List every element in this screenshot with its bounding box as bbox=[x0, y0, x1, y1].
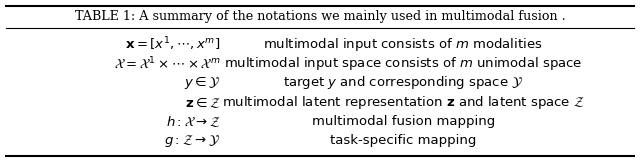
Text: $h : \mathcal{X} \rightarrow \mathcal{Z}$: $h : \mathcal{X} \rightarrow \mathcal{Z}… bbox=[166, 114, 221, 129]
Text: task-specific mapping: task-specific mapping bbox=[330, 134, 476, 147]
Text: multimodal fusion mapping: multimodal fusion mapping bbox=[312, 115, 495, 128]
Text: multimodal input space consists of $m$ unimodal space: multimodal input space consists of $m$ u… bbox=[224, 55, 582, 72]
Text: $g : \mathcal{Z} \rightarrow \mathcal{Y}$: $g : \mathcal{Z} \rightarrow \mathcal{Y}… bbox=[164, 133, 221, 149]
Text: multimodal input consists of $m$ modalities: multimodal input consists of $m$ modalit… bbox=[264, 36, 543, 53]
Text: $y \in \mathcal{Y}$: $y \in \mathcal{Y}$ bbox=[184, 74, 221, 91]
Text: $\mathbf{z} \in \mathcal{Z}$: $\mathbf{z} \in \mathcal{Z}$ bbox=[185, 95, 221, 110]
Text: TABLE 1: A summary of the notations we mainly used in multimodal fusion .: TABLE 1: A summary of the notations we m… bbox=[75, 10, 565, 23]
Text: $\mathcal{X} = \mathcal{X}^1 \times \cdots \times \mathcal{X}^m$: $\mathcal{X} = \mathcal{X}^1 \times \cdo… bbox=[115, 56, 221, 72]
Text: $\mathbf{x} = [x^1,\cdots,x^m]$: $\mathbf{x} = [x^1,\cdots,x^m]$ bbox=[125, 35, 221, 53]
Text: multimodal latent representation $\mathbf{z}$ and latent space $\mathcal{Z}$: multimodal latent representation $\mathb… bbox=[222, 94, 584, 111]
Text: target $y$ and corresponding space $\mathcal{Y}$: target $y$ and corresponding space $\mat… bbox=[283, 74, 524, 91]
